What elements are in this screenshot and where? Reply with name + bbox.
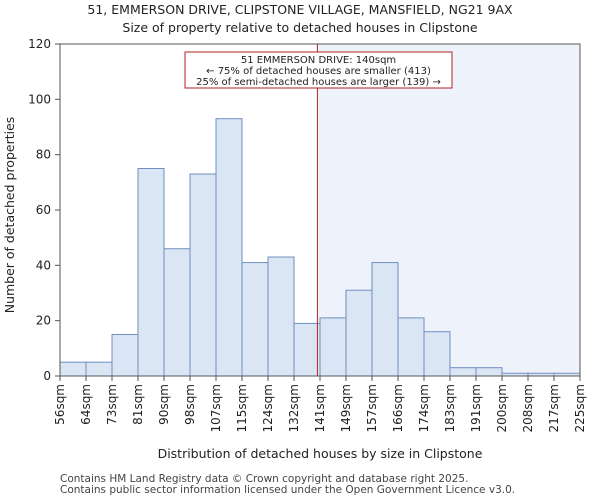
x-tick-label: 64sqm — [79, 384, 93, 425]
y-tick-label: 120 — [28, 37, 51, 51]
x-tick-label: 149sqm — [339, 384, 353, 432]
bar — [215, 118, 243, 377]
x-tick-label: 157sqm — [365, 384, 379, 432]
y-axis-label: Number of detached properties — [2, 117, 17, 314]
bar — [163, 248, 191, 377]
x-tick-label: 183sqm — [443, 384, 457, 432]
x-axis-label: Distribution of detached houses by size … — [158, 446, 483, 461]
x-tick-label: 217sqm — [547, 384, 561, 432]
bar — [241, 262, 269, 377]
bar — [475, 367, 503, 377]
annotation-box — [184, 51, 453, 89]
bar — [293, 322, 321, 377]
annotation-line-1: 51 EMMERSON DRIVE: 140sqm — [241, 55, 396, 66]
footer-line-2: Contains public sector information licen… — [60, 484, 516, 496]
y-tick-label: 20 — [36, 314, 51, 328]
y-tick-label: 40 — [36, 258, 51, 272]
annotation-line-2: ← 75% of detached houses are smaller (41… — [206, 66, 431, 77]
x-tick-label: 225sqm — [573, 384, 587, 432]
bar — [111, 334, 139, 377]
x-tick-label: 90sqm — [157, 384, 171, 425]
bar — [423, 331, 451, 377]
chart-subtitle: Size of property relative to detached ho… — [122, 20, 478, 35]
x-tick-label: 98sqm — [183, 384, 197, 425]
bar — [397, 317, 425, 377]
x-tick-label: 191sqm — [469, 384, 483, 432]
bar — [189, 173, 217, 377]
x-tick-label: 166sqm — [391, 384, 405, 432]
footer-line-1: Contains HM Land Registry data © Crown c… — [60, 473, 469, 485]
bar — [85, 361, 113, 377]
bar — [137, 168, 165, 377]
bar — [267, 256, 295, 377]
x-tick-label: 56sqm — [53, 384, 67, 425]
x-tick-label: 107sqm — [209, 384, 223, 432]
x-tick-label: 174sqm — [417, 384, 431, 432]
annotation-line-3: 25% of semi-detached houses are larger (… — [196, 77, 441, 88]
plot-area: 0 20 40 60 80 100 120 56sqm 64sqm 73sqm 81sqm 90sqm… — [28, 37, 587, 432]
x-tick-label: 81sqm — [131, 384, 145, 425]
chart-title: 51, EMMERSON DRIVE, CLIPSTONE VILLAGE, M… — [87, 2, 513, 17]
x-tick-label: 132sqm — [287, 384, 301, 432]
x-tick-label: 124sqm — [261, 384, 275, 432]
y-tick-label: 80 — [36, 148, 51, 162]
bar — [449, 367, 477, 377]
y-tick-label: 60 — [36, 203, 51, 217]
y-tick-label: 0 — [43, 369, 51, 383]
bar — [345, 289, 373, 377]
x-tick-label: 141sqm — [313, 384, 327, 432]
x-tick-label: 208sqm — [521, 384, 535, 432]
x-tick-label: 115sqm — [235, 384, 249, 432]
x-tick-label: 73sqm — [105, 384, 119, 425]
bar — [319, 317, 347, 377]
bar — [371, 262, 399, 377]
y-tick-label: 100 — [28, 92, 51, 106]
bar — [59, 361, 87, 377]
x-tick-label: 200sqm — [495, 384, 509, 432]
